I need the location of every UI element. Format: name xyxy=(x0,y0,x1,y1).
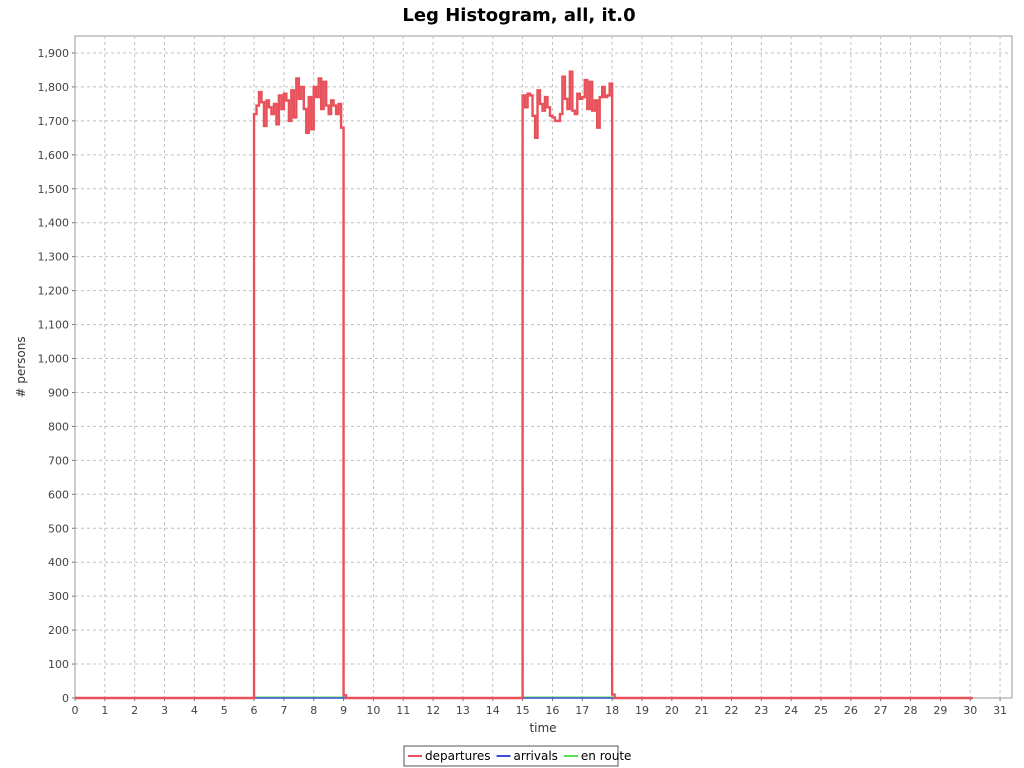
x-tick-label: 18 xyxy=(605,704,619,717)
y-tick-label: 0 xyxy=(62,692,69,705)
x-tick-label: 4 xyxy=(191,704,198,717)
y-tick-label: 300 xyxy=(48,590,69,603)
x-axis-label: time xyxy=(529,721,556,735)
x-tick-label: 20 xyxy=(665,704,679,717)
x-tick-label: 27 xyxy=(874,704,888,717)
x-tick-label: 13 xyxy=(456,704,470,717)
x-tick-label: 21 xyxy=(695,704,709,717)
y-tick-label: 100 xyxy=(48,658,69,671)
x-tick-label: 2 xyxy=(131,704,138,717)
x-tick-label: 9 xyxy=(340,704,347,717)
y-tick-label: 1,800 xyxy=(38,81,70,94)
x-tick-label: 16 xyxy=(545,704,559,717)
x-tick-label: 14 xyxy=(486,704,500,717)
legend-box xyxy=(403,745,619,767)
y-tick-label: 900 xyxy=(48,386,69,399)
x-tick-label: 19 xyxy=(635,704,649,717)
x-tick-label: 5 xyxy=(221,704,228,717)
x-axis-ticks: 0 1 2 3 4 5 6 7 8 9 10 11 12 13 14 15 16 17 18 19 20 21 22 23 24… xyxy=(72,698,1007,717)
y-tick-label: 1,700 xyxy=(38,115,70,128)
y-tick-label: 400 xyxy=(48,556,69,569)
y-tick-label: 700 xyxy=(48,454,69,467)
x-tick-label: 12 xyxy=(426,704,440,717)
y-tick-label: 1,100 xyxy=(38,319,70,332)
y-tick-label: 600 xyxy=(48,488,69,501)
x-tick-label: 23 xyxy=(754,704,768,717)
y-tick-label: 1,200 xyxy=(38,285,70,298)
series-line-departures xyxy=(75,70,973,700)
y-tick-label: 500 xyxy=(48,522,69,535)
y-tick-label: 1,600 xyxy=(38,149,70,162)
y-tick-label: 1,900 xyxy=(38,47,70,60)
y-tick-label: 1,300 xyxy=(38,251,70,264)
x-tick-label: 22 xyxy=(724,704,738,717)
x-tick-label: 28 xyxy=(904,704,918,717)
legend-entry-departures: departures xyxy=(425,749,491,763)
x-tick-label: 0 xyxy=(72,704,79,717)
y-tick-label: 800 xyxy=(48,420,69,433)
x-tick-label: 8 xyxy=(310,704,317,717)
chart-title: Leg Histogram, all, it.0 xyxy=(402,5,635,26)
x-tick-label: 25 xyxy=(814,704,828,717)
legend: departures arrivals en route xyxy=(403,745,632,767)
y-axis-label: # persons xyxy=(14,336,28,397)
legend-entry-arrivals: arrivals xyxy=(514,749,558,763)
x-tick-label: 6 xyxy=(251,704,258,717)
series-group xyxy=(75,70,973,700)
x-tick-label: 1 xyxy=(101,704,108,717)
y-tick-label: 1,500 xyxy=(38,183,70,196)
x-tick-label: 17 xyxy=(575,704,589,717)
y-tick-label: 1,400 xyxy=(38,217,70,230)
x-tick-label: 15 xyxy=(516,704,530,717)
x-tick-label: 26 xyxy=(844,704,858,717)
x-tick-label: 10 xyxy=(366,704,380,717)
x-tick-label: 7 xyxy=(280,704,287,717)
x-tick-label: 3 xyxy=(161,704,168,717)
y-tick-label: 200 xyxy=(48,624,69,637)
x-tick-label: 11 xyxy=(396,704,410,717)
legend-entry-en-route: en route xyxy=(581,749,632,763)
x-tick-label: 31 xyxy=(993,704,1007,717)
plot-area xyxy=(74,35,1013,699)
x-tick-label: 30 xyxy=(963,704,977,717)
x-tick-label: 29 xyxy=(933,704,947,717)
y-axis-ticks: 0 100 200 300 400 500 600 700 800 900 1,000 1,100 1,… xyxy=(38,47,75,705)
y-tick-label: 1,000 xyxy=(38,353,70,366)
x-tick-label: 24 xyxy=(784,704,798,717)
